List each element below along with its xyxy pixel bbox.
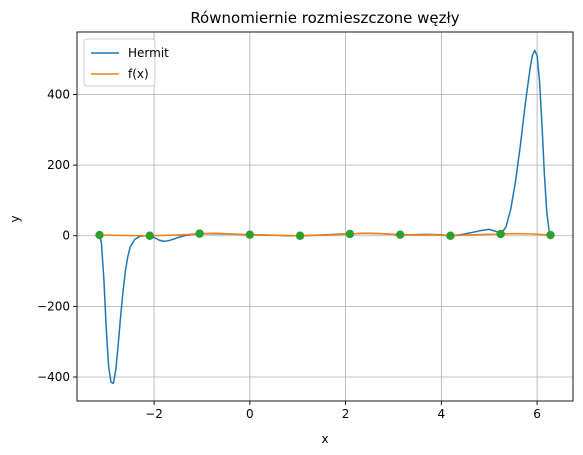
chart-title: Równomiernie rozmieszczone węzły [190,9,459,27]
legend-label: Hermit [128,46,169,60]
node-point [195,229,203,237]
y-tick-label: 0 [62,229,70,243]
node-point [546,231,554,239]
y-tick-label: −400 [37,370,70,384]
node-point [146,232,154,240]
x-tick-label: 0 [246,407,254,421]
legend-label: f(x) [128,67,149,81]
node-point [246,230,254,238]
node-point [446,232,454,240]
node-point [497,230,505,238]
x-tick-label: 2 [342,407,350,421]
node-point [95,231,103,239]
node-point [396,230,404,238]
y-tick-label: 200 [47,158,70,172]
x-tick-label: 4 [438,407,446,421]
y-tick-label: 400 [47,88,70,102]
x-axis-label: x [321,432,328,446]
x-tick-label: −2 [145,407,163,421]
y-axis-label: y [8,215,22,222]
node-point [296,232,304,240]
node-point [346,230,354,238]
y-tick-label: −200 [37,299,70,313]
x-tick-label: 6 [533,407,541,421]
